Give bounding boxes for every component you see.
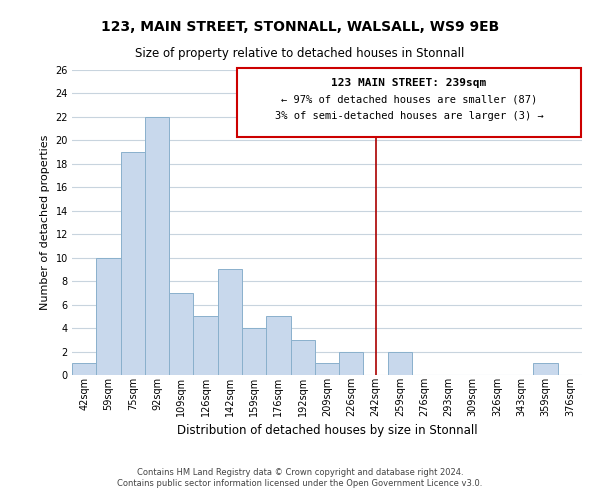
Bar (290, 340, 315, 375)
Bar (169, 293, 193, 375)
Y-axis label: Number of detached properties: Number of detached properties (40, 135, 50, 310)
Text: ← 97% of detached houses are smaller (87): ← 97% of detached houses are smaller (87… (281, 94, 537, 104)
Bar (266, 316, 290, 375)
Bar (193, 316, 218, 375)
Bar (339, 352, 364, 375)
X-axis label: Distribution of detached houses by size in Stonnall: Distribution of detached houses by size … (176, 424, 478, 437)
Bar (237, 68, 581, 137)
Text: Size of property relative to detached houses in Stonnall: Size of property relative to detached ho… (136, 48, 464, 60)
Text: 123, MAIN STREET, STONNALL, WALSALL, WS9 9EB: 123, MAIN STREET, STONNALL, WALSALL, WS9… (101, 20, 499, 34)
Bar (72, 364, 96, 375)
Text: 3% of semi-detached houses are larger (3) →: 3% of semi-detached houses are larger (3… (275, 111, 544, 121)
Bar (315, 364, 339, 375)
Bar (121, 152, 145, 375)
Bar (242, 328, 266, 375)
Text: 123 MAIN STREET: 239sqm: 123 MAIN STREET: 239sqm (331, 78, 487, 88)
Bar (218, 270, 242, 375)
Bar (388, 352, 412, 375)
Bar (145, 117, 169, 375)
Text: Contains HM Land Registry data © Crown copyright and database right 2024.
Contai: Contains HM Land Registry data © Crown c… (118, 468, 482, 487)
Bar (533, 364, 558, 375)
Bar (96, 258, 121, 375)
